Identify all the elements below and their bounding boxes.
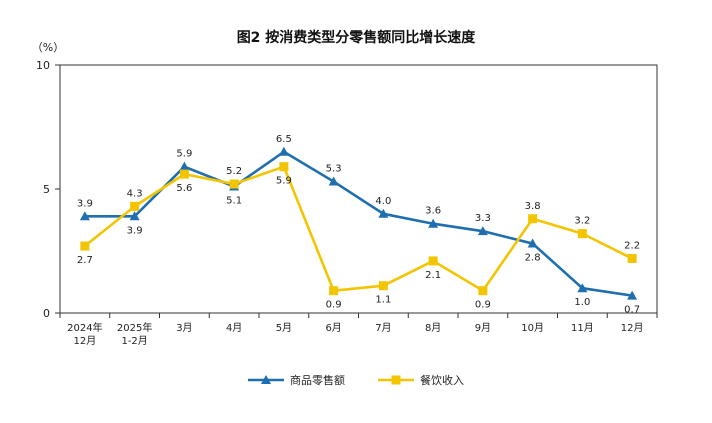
x-tick-label-line: 6月 [325, 322, 341, 334]
legend-entry-catering: 餐饮收入 [378, 373, 464, 387]
data-point-catering [627, 253, 637, 263]
x-tick-label: 2025年 1-2月 [117, 321, 152, 347]
data-point-catering [80, 241, 90, 251]
data-point-retail-goods [477, 226, 488, 236]
y-axis-unit-label: （%） [32, 41, 64, 54]
data-point-retail-goods [378, 208, 389, 218]
data-point-retail-goods [278, 146, 289, 156]
x-tick-label: 11月 [571, 322, 594, 334]
x-tick-label-line: 12月 [74, 335, 97, 347]
data-label-catering: 3.2 [574, 216, 590, 227]
data-label-retail-goods: 5.1 [226, 196, 242, 207]
series-line-retail-goods [84, 150, 633, 297]
data-label-retail-goods: 5.3 [326, 164, 342, 175]
data-point-retail-goods [627, 290, 638, 300]
data-point-catering [279, 162, 289, 172]
x-tick-label-line: 8月 [425, 322, 441, 334]
chart-title: 图2 按消费类型分零售额同比增长速度 [237, 29, 477, 46]
x-tick-label-line: 10月 [521, 322, 544, 334]
y-tick-label: 10 [36, 59, 50, 72]
data-label-catering: 5.2 [226, 166, 242, 177]
legend-label: 商品零售额 [290, 373, 345, 387]
data-label-catering: 4.3 [127, 188, 143, 199]
data-point-catering [428, 256, 438, 266]
data-point-catering [577, 229, 587, 239]
data-point-catering [478, 286, 488, 296]
data-point-catering [229, 179, 239, 189]
data-point-retail-goods [328, 176, 339, 186]
x-tick-label: 12月 [621, 322, 644, 334]
x-tick-label: 5月 [276, 322, 292, 334]
data-label-retail-goods: 3.9 [127, 225, 143, 236]
x-tick-label: 7月 [375, 322, 391, 334]
data-label-catering: 0.9 [326, 300, 342, 311]
x-tick-label-line: 9月 [475, 322, 491, 334]
x-tick-label: 10月 [521, 322, 544, 334]
data-point-retail-goods [79, 211, 90, 221]
data-label-retail-goods: 4.0 [375, 196, 391, 207]
x-tick-label-line: 2025年 [117, 321, 152, 334]
x-tick-label: 3月 [176, 322, 192, 334]
data-label-catering: 2.1 [425, 270, 441, 281]
y-tick-label: 0 [43, 307, 50, 320]
data-point-catering [329, 286, 339, 296]
data-point-catering [528, 214, 538, 224]
x-tick-label-line: 7月 [375, 322, 391, 334]
x-tick-label: 9月 [475, 322, 491, 334]
data-point-retail-goods [428, 218, 439, 228]
data-label-catering: 5.9 [276, 176, 292, 187]
data-point-catering [378, 281, 388, 291]
x-tick-label-line: 1-2月 [121, 335, 147, 347]
x-tick-label-line: 3月 [176, 322, 192, 334]
data-label-retail-goods: 6.5 [276, 134, 292, 145]
data-label-retail-goods: 1.0 [574, 297, 590, 308]
data-point-retail-goods [179, 161, 190, 171]
data-label-retail-goods: 2.8 [525, 253, 541, 264]
legend-marker-square [391, 375, 401, 385]
series-line-catering [84, 165, 633, 292]
legend-entry-retail-goods: 商品零售额 [248, 373, 345, 387]
legend-marker-triangle [261, 375, 271, 384]
x-tick-label: 6月 [325, 322, 341, 334]
legend-label: 餐饮收入 [420, 373, 464, 387]
data-point-catering [179, 169, 189, 179]
data-label-catering: 2.2 [624, 240, 640, 251]
data-label-catering: 5.6 [176, 183, 192, 194]
data-label-catering: 3.8 [525, 201, 541, 212]
x-tick-label: 8月 [425, 322, 441, 334]
data-label-retail-goods: 3.3 [475, 213, 491, 224]
data-point-retail-goods [129, 211, 140, 221]
data-label-catering: 2.7 [77, 255, 93, 266]
data-point-retail-goods [577, 283, 588, 293]
x-tick-label-line: 12月 [621, 322, 644, 334]
x-tick-label: 4月 [226, 322, 242, 334]
data-label-retail-goods: 5.9 [176, 149, 192, 160]
data-point-retail-goods [527, 238, 538, 248]
data-point-catering [130, 201, 140, 211]
y-tick-label: 5 [43, 183, 50, 196]
data-label-retail-goods: 3.9 [77, 198, 93, 209]
x-tick-label: 2024年 12月 [67, 321, 102, 347]
x-tick-label-line: 2024年 [67, 321, 102, 334]
data-label-retail-goods: 3.6 [425, 206, 441, 217]
data-label-catering: 1.1 [375, 295, 391, 306]
data-label-retail-goods: 0.7 [624, 305, 640, 316]
x-tick-label-line: 11月 [571, 322, 594, 334]
x-tick-label-line: 5月 [276, 322, 292, 334]
data-label-catering: 0.9 [475, 300, 491, 311]
x-tick-label-line: 4月 [226, 322, 242, 334]
